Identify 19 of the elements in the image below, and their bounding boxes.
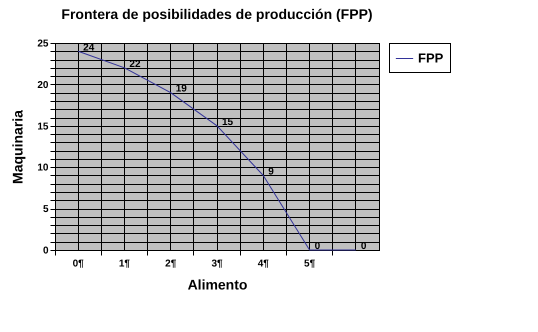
y-tick-label: 5 bbox=[42, 204, 49, 216]
y-tick-label: 15 bbox=[37, 121, 49, 132]
line-series bbox=[78, 50, 356, 250]
x-tick-label: 2¶ bbox=[165, 258, 177, 270]
chart-title: Frontera de posibilidades de producción (FPP) bbox=[61, 6, 373, 22]
y-tick-label: 0 bbox=[42, 246, 49, 256]
x-tick-label: 0¶ bbox=[72, 258, 84, 270]
x-tick-label: 1¶ bbox=[118, 258, 130, 270]
y-tick-label: 25 bbox=[37, 38, 49, 50]
data-label: 19 bbox=[176, 84, 188, 95]
y-axis-title: Maquinaria bbox=[9, 110, 26, 184]
x-tick-label: 4¶ bbox=[258, 258, 270, 270]
y-tick-label: 20 bbox=[37, 80, 49, 91]
x-tick-label: 3¶ bbox=[211, 258, 223, 270]
legend-label: FPP bbox=[418, 50, 444, 66]
x-axis-title: Alimento bbox=[188, 276, 248, 292]
data-label: 9 bbox=[268, 166, 274, 178]
x-tick-label: 5¶ bbox=[304, 258, 316, 270]
y-tick-label: 10 bbox=[37, 162, 49, 174]
